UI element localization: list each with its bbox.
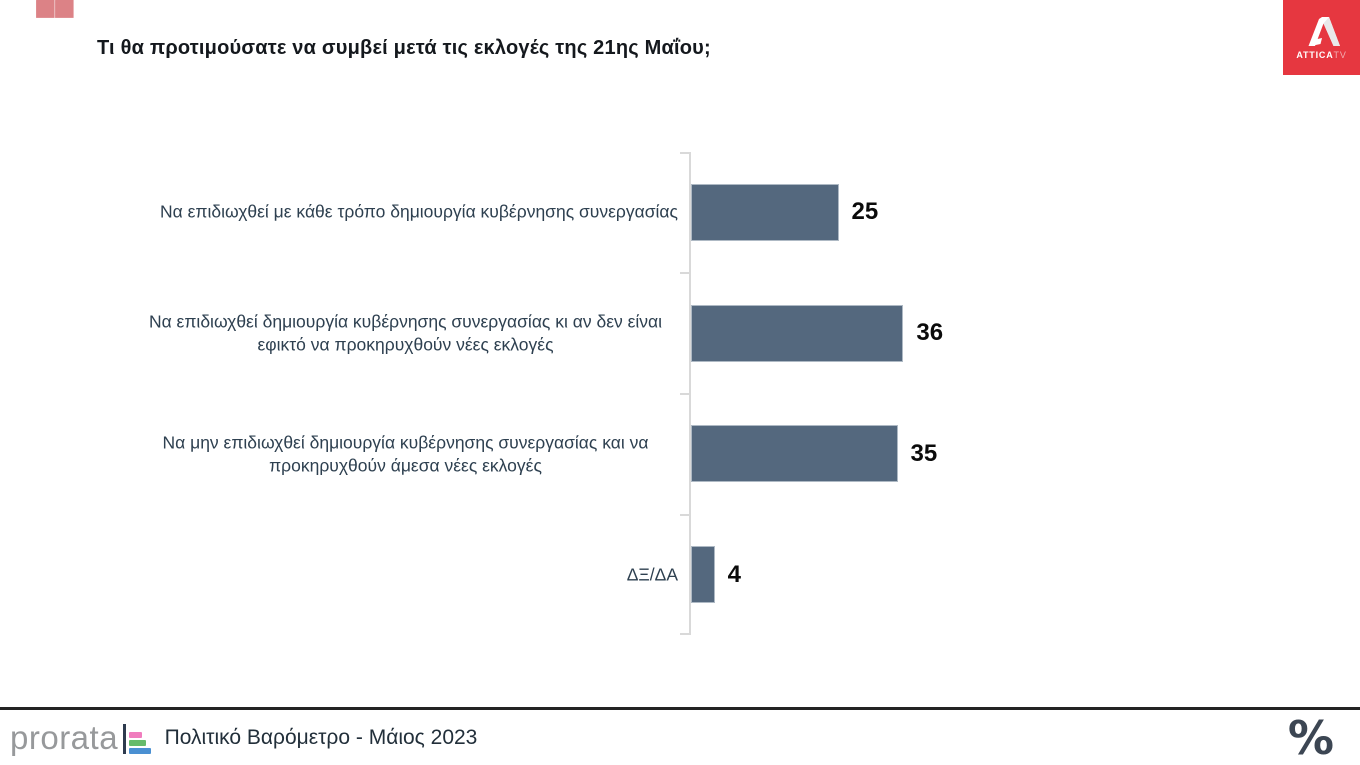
bar <box>691 425 898 482</box>
category-label: ΔΞ/ΔΑ <box>626 564 678 585</box>
axis-tick <box>680 514 690 516</box>
category-label: Να επιδιωχθεί δημιουργία κυβέρνησης συνε… <box>148 311 663 354</box>
axis-tick <box>680 633 690 635</box>
attica-logo-text: ATTICATV <box>1296 50 1347 60</box>
footer: prorata Πολιτικό Βαρόμετρο - Μάιος 2023 … <box>0 707 1360 765</box>
prorata-logo: prorata <box>10 719 119 756</box>
attica-tv-logo: ATTICATV <box>1283 0 1360 75</box>
category-axis-line <box>689 152 691 635</box>
quote-icon: ❝ <box>30 0 77 72</box>
prorata-barchart-icon <box>123 722 151 754</box>
percent-icon: % <box>1287 710 1334 765</box>
axis-tick <box>680 393 690 395</box>
value-label: 36 <box>916 319 944 346</box>
category-label: Να επιδιωχθεί με κάθε τρόπο δημιουργία κ… <box>159 201 678 222</box>
value-label: 4 <box>727 561 741 588</box>
axis-tick <box>680 152 690 154</box>
category-label: Να μην επιδιωχθεί δημιουργία κυβέρνησης … <box>162 432 649 475</box>
bar <box>691 546 715 603</box>
value-label: 35 <box>910 440 938 467</box>
bar <box>691 305 904 362</box>
axis-tick <box>680 272 690 274</box>
page-title: Τι θα προτιμούσατε να συμβεί μετά τις εκ… <box>97 37 711 60</box>
bar <box>691 184 839 241</box>
footer-caption: Πολιτικό Βαρόμετρο - Μάιος 2023 <box>164 725 478 749</box>
value-label: 25 <box>851 198 879 225</box>
attica-a-icon <box>1308 17 1340 46</box>
